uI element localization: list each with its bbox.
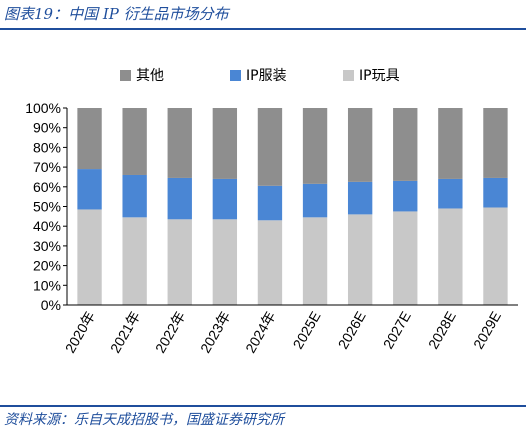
bar-segment (347, 108, 373, 182)
y-tick-label: 30% (33, 238, 61, 254)
y-tick-label: 0% (41, 297, 61, 313)
y-tick-label: 10% (33, 277, 61, 293)
x-tick-label: 2020年 (62, 309, 98, 356)
x-axis: 2020年 2021年 2022年 2023年 2024年 2025E 2026E 2027E… (62, 304, 518, 356)
bar-segment (167, 177, 192, 220)
x-tick-label: 2025E (290, 309, 324, 352)
bar-segment (483, 108, 508, 178)
bar-segment (77, 169, 102, 210)
x-tick-label: 2021年 (107, 309, 143, 356)
y-tick-label: 80% (33, 139, 61, 155)
x-tick-label: 2027E (380, 309, 414, 352)
y-axis: 0% 10% 20% 30% 40% 50% 60% 70% 80% 90% 100% (25, 100, 68, 313)
chart-legend: 其他 IP服装 IP玩具 (120, 68, 400, 84)
bar-segment (212, 219, 238, 305)
bar-segment (483, 177, 508, 208)
y-tick-label: 100% (25, 100, 61, 116)
stacked-bar-chart: 其他 IP服装 IP玩具 0% 10% 20% 30% 40% 50% 60% 70% 80% 90%… (25, 68, 518, 356)
x-tick-label: 2022年 (152, 309, 188, 356)
source-note: 资料来源：乐自天成招股书，国盛证券研究所 (4, 412, 284, 428)
bar-segment (77, 108, 102, 170)
y-tick-label: 40% (33, 218, 61, 234)
bar-segment (302, 108, 328, 184)
bar-segment (302, 217, 328, 305)
legend-label: IP服装 (246, 68, 287, 84)
bar-segment (393, 180, 418, 212)
legend-swatch (120, 70, 131, 81)
bar-segment (257, 185, 283, 221)
bar-segment (212, 178, 238, 220)
bar-segment (122, 217, 147, 305)
legend-swatch (343, 70, 354, 81)
legend-label: IP玩具 (359, 68, 400, 84)
legend-swatch (230, 70, 241, 81)
bar-segment (122, 108, 147, 175)
bar-segment (122, 174, 147, 218)
bar-segment (438, 108, 463, 179)
bar-segment (483, 207, 508, 305)
x-tick-label: 2028E (425, 309, 459, 352)
x-tick-label: 2026E (335, 309, 369, 352)
x-tick-label: 2029E (470, 309, 504, 352)
chart-title: 图表19：中国 IP 衍生品市场分布 (4, 5, 229, 23)
bar-segment (302, 183, 328, 218)
bar-segment (167, 219, 192, 305)
y-tick-label: 70% (33, 159, 61, 175)
x-tick-label: 2024年 (242, 309, 278, 356)
legend-label: 其他 (136, 68, 164, 84)
x-tick-label: 2023年 (197, 309, 233, 356)
chart-bars (77, 108, 508, 305)
y-tick-label: 50% (33, 199, 61, 215)
bar-segment (393, 211, 418, 305)
bar-segment (347, 181, 373, 215)
footer-divider (0, 405, 526, 407)
title-divider (0, 28, 526, 30)
y-tick-label: 60% (33, 179, 61, 195)
bar-segment (167, 108, 192, 178)
bar-segment (438, 178, 463, 209)
bar-segment (347, 214, 373, 305)
y-tick-label: 90% (33, 120, 61, 136)
bar-segment (257, 220, 283, 305)
bar-segment (393, 108, 418, 181)
bar-segment (77, 209, 102, 305)
y-tick-label: 20% (33, 258, 61, 274)
bar-segment (212, 108, 238, 179)
bar-segment (438, 208, 463, 305)
bar-segment (257, 108, 283, 186)
